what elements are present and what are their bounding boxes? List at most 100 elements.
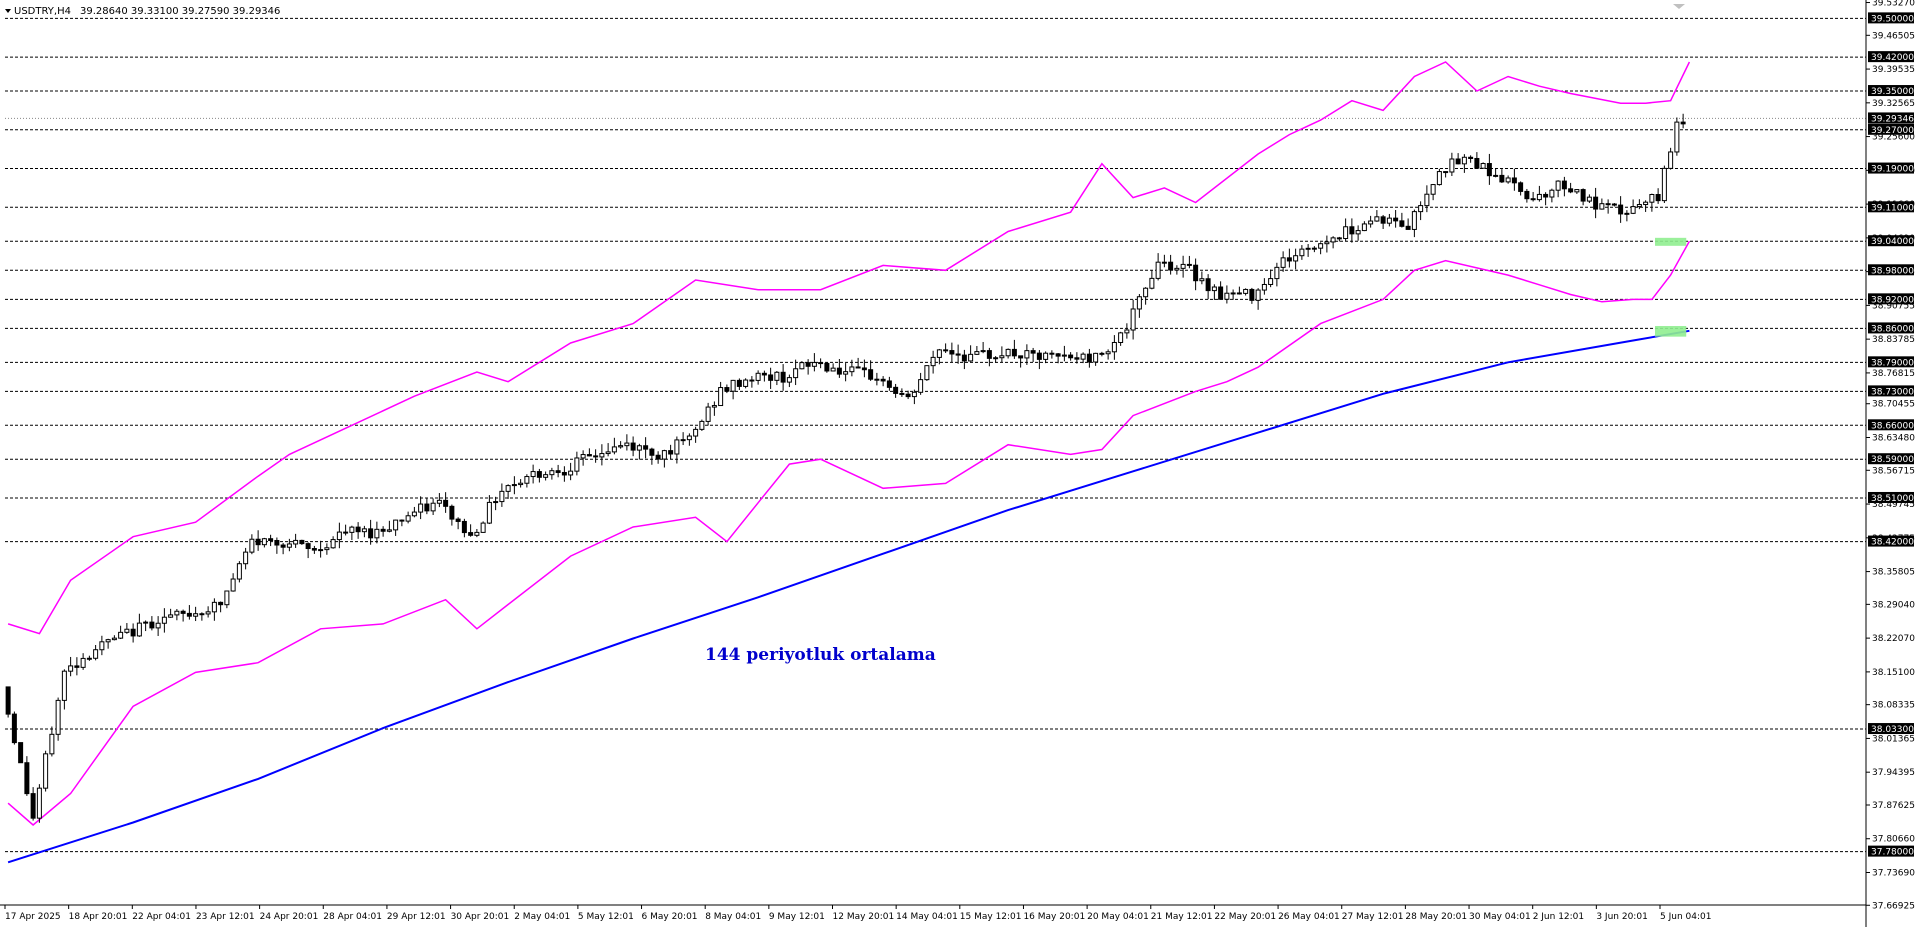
price-axis[interactable]: 39.53270 39.46505 39.39535 39.32565 39.25600…	[1865, 0, 1915, 927]
candle-body	[468, 532, 474, 536]
candle-body	[855, 366, 861, 369]
ohlc-readout: 39.28640 39.33100 39.27590 39.29346	[80, 6, 280, 17]
candle-body	[774, 371, 780, 381]
price-tick-label: 38.08335	[1872, 701, 1915, 711]
candle-body	[68, 665, 74, 672]
time-tick-label: 29 Apr 12:01	[387, 912, 446, 922]
menu-triangle-icon[interactable]	[5, 9, 11, 13]
candle-body	[1355, 230, 1361, 235]
candle-body	[1068, 354, 1074, 359]
candle-body	[1536, 193, 1542, 201]
candle-body	[980, 350, 986, 353]
candle-body	[493, 501, 499, 504]
level-label-bg	[1868, 264, 1914, 276]
time-tick-label: 5 May 12:01	[578, 912, 634, 922]
candle-body	[1224, 292, 1230, 300]
candle-body	[1030, 350, 1036, 354]
level-label-bg	[1868, 385, 1914, 397]
level-label-bg	[1868, 723, 1914, 735]
time-axis[interactable]: 17 Apr 2025 18 Apr 20:01 22 Apr 04:01 23 Ap…	[0, 904, 1866, 922]
level-label-bg	[1868, 51, 1914, 63]
candle-body	[1324, 241, 1330, 245]
candle-body	[424, 503, 430, 512]
candle-body	[1168, 261, 1174, 271]
candle-body	[1643, 201, 1649, 206]
candle-body	[918, 379, 924, 393]
candle-body	[830, 367, 836, 372]
level-label: 39.11000	[1871, 203, 1914, 213]
price-tick-label: 39.53270	[1872, 0, 1915, 9]
time-tick-label: 23 Apr 12:01	[196, 912, 255, 922]
time-tick-label: 26 May 04:01	[1278, 912, 1340, 922]
candle-body	[1568, 188, 1574, 193]
candle-body	[368, 528, 374, 539]
candle-body	[224, 590, 230, 606]
price-tick-label: 37.66925	[1872, 901, 1915, 911]
candle-body	[561, 471, 567, 476]
candle-body	[199, 613, 205, 616]
candle-body	[1049, 352, 1055, 355]
candle-body	[161, 616, 167, 624]
candle-body	[1605, 203, 1611, 206]
price-tick-label: 39.39535	[1872, 65, 1915, 75]
candle-body	[1555, 180, 1561, 191]
candle-body	[1480, 163, 1486, 169]
candle-body	[1436, 171, 1442, 186]
candle-body	[1274, 266, 1280, 280]
candle-body	[5, 686, 11, 715]
candle-body	[636, 445, 642, 451]
candle-body	[968, 353, 974, 362]
candle-body	[1655, 194, 1661, 202]
level-label-bg	[1868, 123, 1914, 135]
candle-body	[1174, 267, 1180, 271]
candle-body	[1374, 216, 1380, 222]
candle-body	[755, 372, 761, 381]
candle-body	[911, 391, 917, 398]
candle-body	[1636, 204, 1642, 208]
candle-body	[930, 356, 936, 367]
candle-body	[1399, 220, 1405, 227]
price-tick-label: 39.32565	[1872, 99, 1915, 109]
candle-body	[118, 631, 124, 639]
price-tick-label: 39.25600	[1872, 133, 1915, 143]
candle-body	[999, 355, 1005, 359]
candle-body	[336, 531, 342, 541]
level-label: 37.78000	[1871, 848, 1914, 858]
candle-body	[936, 349, 942, 358]
candle-body	[286, 543, 292, 548]
price-tick-label: 38.63480	[1872, 434, 1915, 444]
candle-body	[799, 362, 805, 370]
candle-body	[330, 539, 336, 549]
candle-body	[105, 639, 111, 643]
candle-body	[843, 371, 849, 375]
candle-body	[243, 551, 249, 565]
candle-body	[61, 670, 67, 701]
candle-body	[1099, 352, 1105, 355]
candle-body	[293, 539, 299, 545]
candle-body	[430, 502, 436, 512]
candle-body	[236, 563, 242, 580]
candle-body	[1455, 158, 1461, 165]
candle-body	[1405, 225, 1411, 230]
level-label-bg	[1868, 419, 1914, 431]
candle-body	[1024, 350, 1030, 359]
candle-body	[1330, 237, 1336, 243]
candle-body	[949, 350, 955, 355]
candle-body	[205, 611, 211, 615]
time-tick-label: 15 May 12:01	[960, 912, 1022, 922]
time-tick-label: 30 Apr 20:01	[451, 912, 510, 922]
candle-body	[824, 362, 830, 372]
ma-annotation: 144 periyotluk ortalama	[705, 645, 936, 665]
scroll-marker-icon[interactable]	[1673, 4, 1685, 9]
price-tick-label: 37.87625	[1872, 801, 1915, 811]
time-tick-label: 3 Jun 20:01	[1596, 912, 1647, 922]
level-label: 38.66000	[1871, 421, 1914, 431]
candle-body	[1080, 353, 1086, 360]
time-tick-label: 2 May 04:01	[514, 912, 570, 922]
candle-body	[449, 505, 455, 520]
candle-body	[99, 641, 105, 651]
candle-body	[1386, 217, 1392, 224]
candle-body	[305, 543, 311, 550]
